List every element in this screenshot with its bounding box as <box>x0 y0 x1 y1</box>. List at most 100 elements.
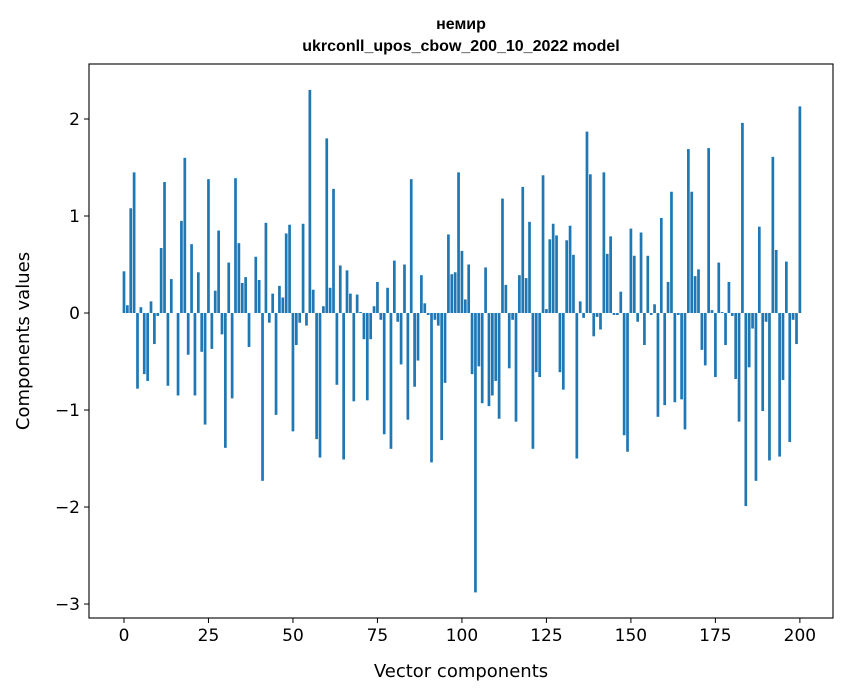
bar <box>673 313 677 403</box>
x-tick-label: 175 <box>699 626 731 646</box>
bar <box>744 313 748 507</box>
bar <box>376 281 379 314</box>
bar <box>450 274 454 314</box>
bar <box>791 313 795 320</box>
y-tick-label: 0 <box>69 304 80 324</box>
bar <box>474 313 477 593</box>
bar <box>122 271 126 314</box>
bar <box>768 313 771 461</box>
bar <box>240 282 244 314</box>
bar <box>757 226 761 314</box>
bar <box>629 228 633 314</box>
bar <box>355 294 359 314</box>
y-axis-label: Components values <box>13 252 34 430</box>
bar <box>697 269 700 314</box>
bar <box>281 297 285 314</box>
bar <box>798 106 802 314</box>
bar <box>220 313 224 335</box>
bar <box>795 313 798 345</box>
bar <box>278 285 281 314</box>
bar <box>325 138 329 314</box>
bar <box>524 278 528 314</box>
bar <box>710 310 714 314</box>
bar <box>558 313 562 373</box>
bar <box>389 313 393 449</box>
bar <box>443 313 447 383</box>
bar <box>365 313 369 401</box>
bar <box>409 179 413 314</box>
bar <box>328 287 332 314</box>
bar <box>332 188 335 314</box>
bar <box>518 275 521 314</box>
bar <box>426 313 430 315</box>
bar <box>244 277 247 314</box>
bar <box>477 313 481 367</box>
bar <box>322 306 325 314</box>
bar <box>271 293 275 314</box>
bar <box>129 208 133 314</box>
bar <box>737 313 741 422</box>
bar <box>582 313 585 318</box>
bar <box>717 262 721 314</box>
y-axis-ticks: −3 −2 −1 0 1 2 <box>55 110 89 615</box>
bar <box>210 313 214 349</box>
bar <box>781 313 785 380</box>
bar <box>504 284 508 314</box>
bar <box>430 313 433 463</box>
x-tick-label: 125 <box>530 626 562 646</box>
bar <box>484 267 487 314</box>
bar <box>531 313 535 449</box>
bar <box>551 223 555 314</box>
bar <box>136 313 139 389</box>
bar <box>676 313 680 315</box>
y-tick-label: −1 <box>55 401 80 421</box>
bar <box>663 313 667 406</box>
bar <box>440 313 444 441</box>
bar <box>200 313 204 352</box>
x-tick-label: 200 <box>784 626 816 646</box>
bar <box>416 313 420 361</box>
bar <box>176 313 180 396</box>
bar <box>788 313 792 443</box>
bar <box>555 235 558 314</box>
bar <box>521 186 525 314</box>
bar <box>730 313 734 316</box>
bar <box>359 312 362 314</box>
bar <box>338 265 342 314</box>
bar <box>217 230 220 314</box>
bar <box>480 313 484 404</box>
bar <box>643 313 646 346</box>
bar <box>139 307 143 314</box>
bar <box>720 312 724 314</box>
bar <box>126 305 129 314</box>
bar <box>747 313 751 368</box>
bar <box>227 262 231 314</box>
bar <box>153 313 156 345</box>
bar <box>196 272 200 314</box>
bar <box>785 261 788 314</box>
bar <box>311 289 315 314</box>
bar <box>436 313 440 326</box>
bar <box>274 313 278 415</box>
bar <box>487 313 491 407</box>
bar <box>257 280 261 314</box>
bar <box>639 232 643 314</box>
bar <box>305 313 308 326</box>
bar <box>514 313 518 422</box>
bar <box>605 253 609 314</box>
x-tick-label: 50 <box>282 626 304 646</box>
bar <box>707 148 710 314</box>
bar <box>261 313 264 481</box>
bar <box>345 270 349 314</box>
x-tick-label: 25 <box>198 626 220 646</box>
bar <box>457 172 460 314</box>
bar <box>403 264 406 314</box>
bar <box>612 313 616 315</box>
bar <box>301 223 305 314</box>
bar <box>578 301 582 314</box>
bar <box>386 287 389 314</box>
bar <box>565 240 569 314</box>
bar <box>159 248 163 314</box>
bar <box>349 293 352 314</box>
bar <box>541 175 545 314</box>
